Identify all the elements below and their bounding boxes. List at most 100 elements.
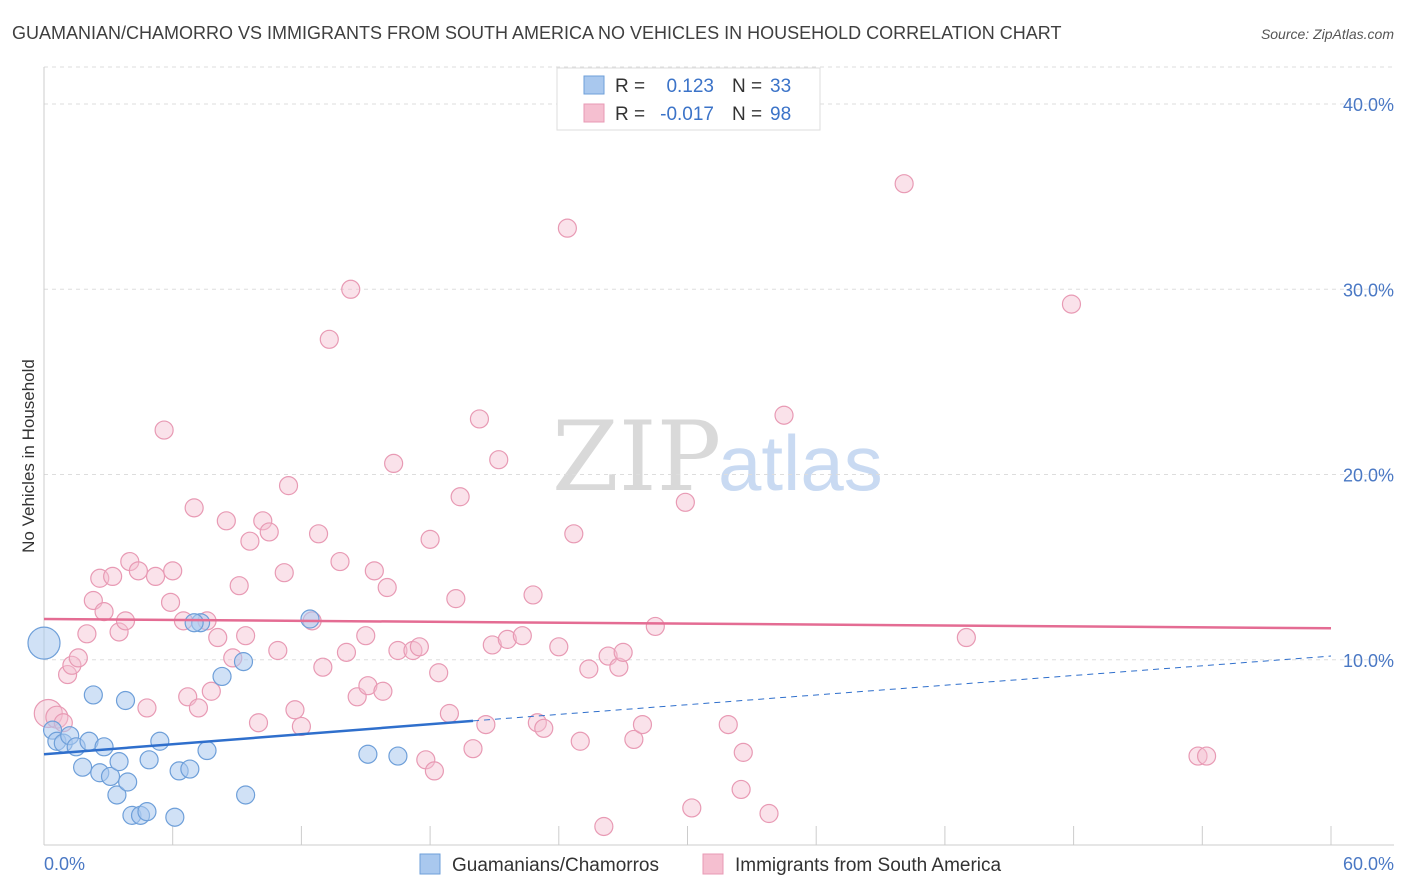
pink-point-56: [409, 637, 429, 657]
pink-point-65: [469, 409, 490, 429]
pink-point-34: [259, 522, 279, 542]
legend-r-value-2: -0.017: [660, 104, 714, 125]
blue-point-27: [233, 652, 254, 672]
trend-line-blue-extension: [472, 655, 1332, 722]
pink-point-90: [733, 742, 753, 762]
pink-point-66: [476, 714, 496, 735]
pink-point-76: [564, 524, 584, 544]
blue-point-23: [180, 759, 200, 779]
pink-point-94: [956, 627, 976, 648]
pink-point-17: [154, 420, 174, 440]
watermark-atlas: atlas: [718, 419, 883, 507]
pink-point-18: [160, 592, 181, 612]
y-tick-label-2: 30.0%: [1343, 280, 1394, 300]
pink-point-32: [248, 713, 269, 733]
trend-line-blue: [43, 719, 474, 756]
y-tick-label-3: 40.0%: [1343, 95, 1394, 115]
pink-point-46: [341, 279, 361, 299]
blue-point-31: [388, 746, 408, 766]
blue-point-0: [27, 626, 61, 660]
pink-point-43: [319, 329, 339, 349]
pink-point-84: [632, 714, 653, 735]
pink-point-25: [201, 681, 221, 701]
pink-point-38: [285, 700, 305, 720]
legend-r-label-1: R =: [615, 76, 645, 97]
pink-point-3: [57, 664, 78, 685]
blue-point-11: [100, 766, 121, 787]
pink-point-54: [388, 640, 408, 661]
blue-point-18: [137, 802, 157, 822]
legend-n-label-1: N =: [732, 76, 762, 97]
pink-point-22: [184, 498, 204, 518]
pink-point-85: [645, 616, 665, 637]
blue-point-10: [94, 737, 114, 757]
legend-r-label-2: R =: [615, 104, 645, 125]
legend-r-value-1: 0.123: [666, 76, 714, 97]
y-tick-label-1: 20.0%: [1343, 466, 1394, 486]
pink-point-88: [718, 714, 738, 735]
pink-point-11: [109, 622, 129, 642]
blue-point-25: [197, 740, 217, 761]
pink-point-52: [377, 577, 397, 598]
legend-n-value-2: 98: [770, 104, 791, 125]
pink-point-74: [549, 637, 569, 657]
blue-point-26: [212, 666, 232, 687]
pink-point-73: [534, 718, 554, 738]
pink-point-62: [446, 589, 466, 609]
trend-line-pink: [43, 617, 1332, 630]
legend-swatch-blue: [583, 75, 605, 95]
pink-point-48: [356, 626, 376, 646]
pink-point-29: [229, 576, 249, 596]
pink-point-67: [482, 635, 502, 655]
pink-point-75: [557, 218, 577, 238]
pink-point-69: [497, 629, 517, 649]
pink-point-16: [145, 566, 166, 587]
y-axis-label: No Vehicles in Household: [19, 359, 38, 553]
bottom-legend-swatch-blue: [419, 853, 441, 875]
pink-point-89: [731, 779, 751, 800]
y-tick-label-0: 10.0%: [1343, 651, 1394, 671]
pink-point-45: [336, 642, 357, 662]
bottom-legend: Guamanians/Chamorros Immigrants from Sou…: [419, 853, 1002, 876]
legend-n-value-1: 33: [770, 76, 791, 97]
pink-point-41: [308, 524, 329, 544]
pink-point-53: [384, 453, 404, 474]
x-axis-ticks: [43, 826, 1332, 845]
blue-point-20: [150, 731, 170, 751]
blue-point-14: [115, 690, 136, 711]
pink-point-64: [463, 739, 483, 759]
blue-point-28: [236, 785, 256, 805]
pink-point-71: [523, 585, 543, 605]
blue-point-12: [107, 785, 127, 805]
blue-point-30: [358, 744, 378, 764]
chart-source: Source: ZipAtlas.com: [1261, 26, 1394, 42]
blue-point-8: [83, 685, 103, 705]
pink-point-61: [439, 703, 460, 724]
pink-point-9: [94, 601, 114, 622]
x-tick-label-max: 60.0%: [1343, 854, 1394, 874]
pink-point-27: [216, 511, 236, 531]
pink-point-37: [278, 476, 299, 496]
pink-point-6: [77, 624, 97, 644]
pink-point-14: [128, 561, 148, 581]
pink-point-10: [103, 566, 123, 587]
watermark-zip: ZIP: [552, 401, 721, 513]
blue-point-29: [300, 609, 320, 629]
blue-point-6: [73, 757, 93, 777]
pink-point-82: [613, 642, 633, 662]
pink-point-86: [675, 492, 695, 512]
pink-point-19: [163, 561, 183, 581]
legend-swatch-pink: [583, 103, 605, 123]
gridlines: [44, 66, 1394, 661]
pink-point-91: [759, 803, 779, 824]
pink-point-87: [682, 798, 702, 818]
pink-point-70: [512, 626, 532, 646]
correlation-legend: R = 0.123 N = 33 R = -0.017 N = 98: [556, 67, 821, 131]
pink-point-68: [489, 450, 509, 470]
pink-point-33: [253, 511, 273, 531]
pink-point-50: [364, 561, 384, 581]
x-tick-label-min: 0.0%: [44, 854, 85, 874]
pink-point-81: [609, 657, 629, 677]
pink-point-77: [570, 731, 590, 751]
